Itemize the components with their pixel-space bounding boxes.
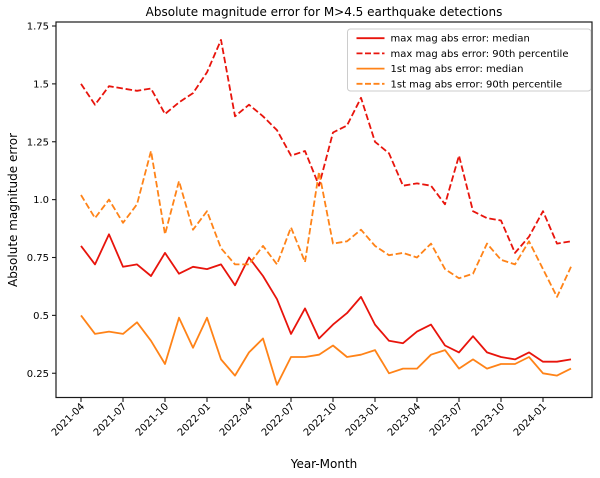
y-axis-label: Absolute magnitude error <box>6 133 20 287</box>
line-1st-mag-abs-error-90th-percentile <box>80 150 572 298</box>
x-axis-tick-label: 2022-10 <box>302 401 339 438</box>
line-max-mag-abs-error-median <box>80 233 572 363</box>
y-axis-tick-label: 0.75 <box>27 253 49 264</box>
line-max-mag-abs-error-90th-percentile <box>80 39 572 254</box>
x-axis-tick-label: 2021-07 <box>92 401 129 438</box>
legend-label: max mag abs error: median <box>391 34 530 45</box>
y-axis-tick-label: 1.5 <box>33 79 49 90</box>
y-axis-tick-label: 1.25 <box>27 137 49 148</box>
axes-spines <box>55 21 593 399</box>
x-axis-tick-label: 2022-01 <box>176 401 213 438</box>
x-axis-tick-label: 2022-07 <box>260 401 297 438</box>
line-1st-mag-abs-error-median <box>80 314 572 386</box>
y-axis-tick-label: 1.75 <box>27 22 49 33</box>
y-axis-tick-label: 0.5 <box>33 311 49 322</box>
x-axis-tick-label: 2021-04 <box>50 401 87 438</box>
x-axis-tick-label: 2023-01 <box>344 401 381 438</box>
legend-label: 1st mag abs error: 90th percentile <box>391 79 563 90</box>
x-axis-tick-label: 2022-04 <box>218 401 255 438</box>
legend-label: max mag abs error: 90th percentile <box>391 49 569 60</box>
legend-box <box>347 28 592 92</box>
x-axis-tick-label: 2023-10 <box>470 401 507 438</box>
y-axis-tick-label: 1.0 <box>33 195 49 206</box>
chart-title: Absolute magnitude error for M>4.5 earth… <box>146 5 503 19</box>
x-axis-tick-label: 2023-07 <box>428 401 465 438</box>
x-axis-tick-label: 2023-04 <box>386 401 423 438</box>
x-axis-label: Year-Month <box>290 457 358 471</box>
y-axis-tick-label: 0.25 <box>27 369 49 380</box>
x-axis-tick-label: 2021-10 <box>134 401 171 438</box>
legend-label: 1st mag abs error: median <box>391 64 524 75</box>
x-axis-tick-label: 2024-01 <box>512 401 549 438</box>
